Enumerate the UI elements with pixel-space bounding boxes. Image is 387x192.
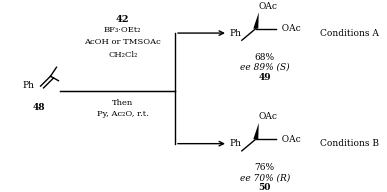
Text: AcOH or TMSOAc: AcOH or TMSOAc — [84, 38, 161, 46]
Text: 49: 49 — [259, 73, 271, 82]
Text: Conditions B: Conditions B — [320, 139, 379, 148]
Text: Ph: Ph — [230, 29, 242, 38]
Text: OAc: OAc — [259, 112, 278, 121]
Text: Py, Ac₂O, r.t.: Py, Ac₂O, r.t. — [97, 110, 149, 118]
Text: Conditions A: Conditions A — [320, 29, 379, 38]
Text: Then: Then — [112, 99, 134, 107]
Text: OAc: OAc — [259, 2, 278, 11]
Text: ee 89% (S): ee 89% (S) — [240, 63, 289, 72]
Text: ee 70% (R): ee 70% (R) — [240, 173, 290, 182]
Text: Ph: Ph — [22, 81, 34, 90]
Text: BF₃·OEt₂: BF₃·OEt₂ — [104, 26, 142, 34]
Text: OAc: OAc — [276, 135, 300, 144]
Text: Ph: Ph — [230, 139, 242, 148]
Text: OAc: OAc — [276, 24, 300, 33]
Text: 42: 42 — [116, 15, 130, 24]
Text: 48: 48 — [32, 103, 45, 112]
Text: 68%: 68% — [255, 53, 275, 62]
Text: 76%: 76% — [255, 163, 275, 172]
Text: CH₂Cl₂: CH₂Cl₂ — [108, 51, 137, 59]
Text: 50: 50 — [259, 183, 271, 192]
Polygon shape — [253, 123, 259, 139]
Polygon shape — [253, 12, 259, 29]
